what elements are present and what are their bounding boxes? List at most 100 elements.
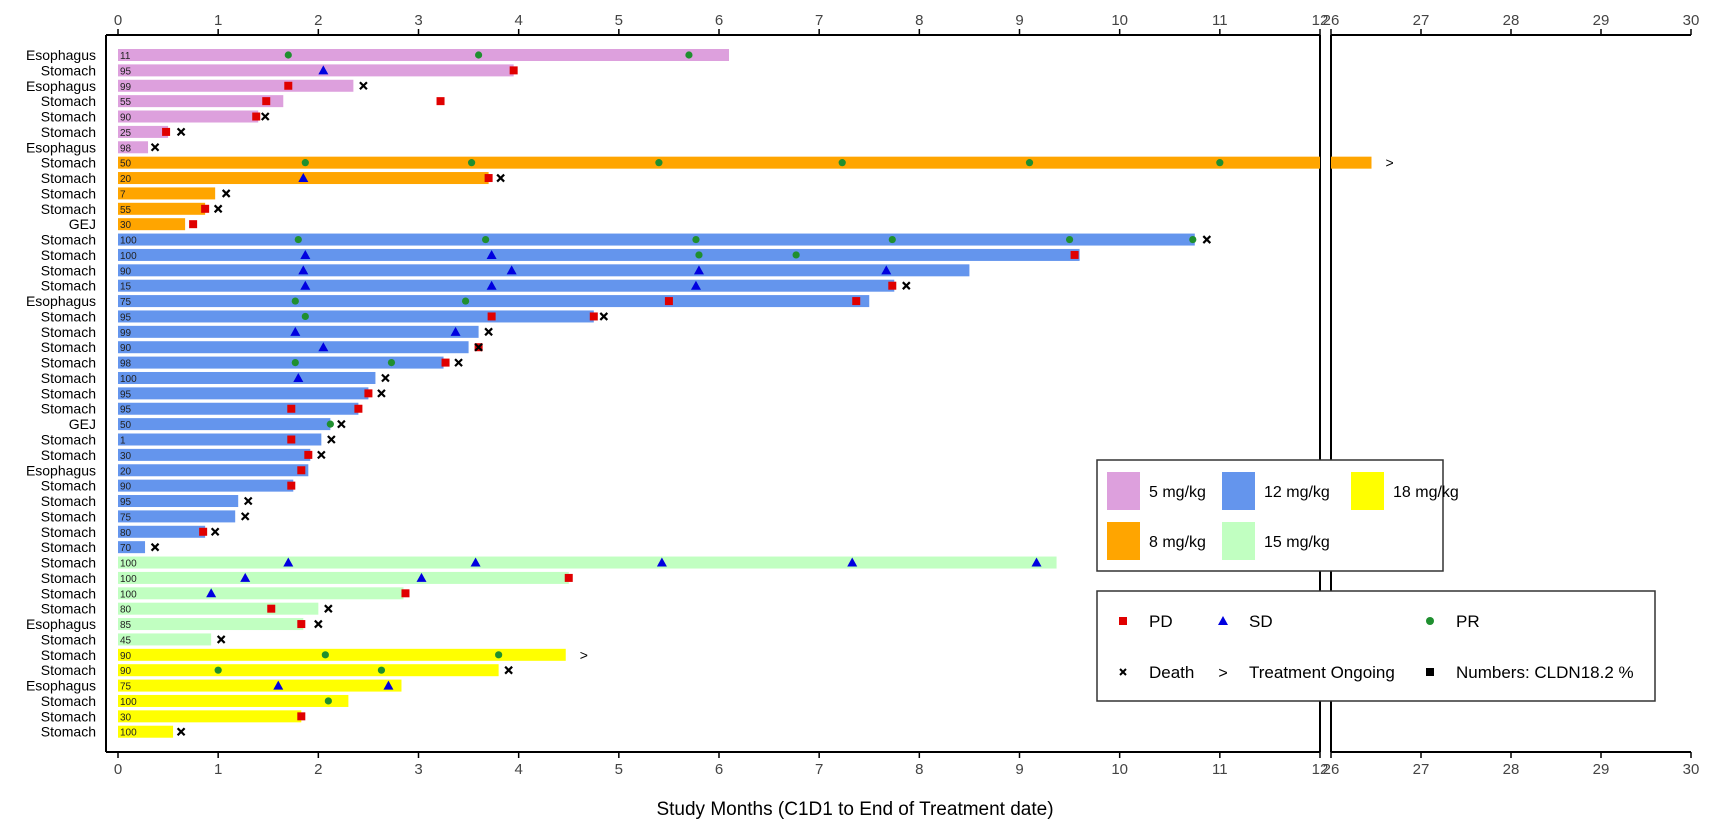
sd-marker [290, 326, 301, 336]
death-marker [454, 358, 463, 367]
patient-site-label: Stomach [41, 570, 96, 586]
x-tick-label: 0 [114, 12, 122, 29]
pr-marker [495, 651, 503, 659]
patient-site-label: Stomach [41, 232, 96, 248]
patient-bar [118, 279, 895, 292]
pr-marker [301, 312, 309, 321]
dose-swatch [1107, 472, 1140, 510]
death-marker [381, 373, 390, 383]
pd-marker [436, 97, 445, 106]
dose-legend-label: 8 mg/kg [1149, 534, 1206, 551]
death-marker [150, 542, 160, 552]
x-tick-label: 29 [1593, 761, 1610, 778]
patient-site-label: Stomach [41, 247, 96, 263]
patient-bar [118, 664, 499, 677]
marker-legend-label: Death [1149, 663, 1194, 682]
death-marker [176, 127, 186, 137]
sd-marker [206, 588, 217, 598]
patient-site-label: Stomach [41, 724, 96, 740]
cldn-value: 55 [120, 97, 132, 108]
patient-bar [118, 187, 216, 200]
patient-site-label: Stomach [41, 432, 96, 448]
sd-marker [847, 557, 858, 567]
cldn-value: 11 [120, 51, 131, 62]
pr-marker [326, 420, 334, 428]
pr-marker [284, 51, 292, 59]
cldn-value: 100 [120, 697, 137, 708]
cldn-value: 100 [120, 574, 137, 585]
patient-site-label: Stomach [41, 278, 96, 294]
patient-site-label: Esophagus [26, 78, 96, 94]
patient-bar [118, 418, 331, 431]
death-marker [324, 604, 333, 613]
patient-site-label: Stomach [41, 447, 96, 463]
patient-site-label: Stomach [41, 524, 96, 540]
x-tick-label: 8 [915, 12, 923, 29]
pr-marker [482, 235, 490, 244]
sd-marker [690, 280, 701, 290]
sd-marker [506, 265, 517, 275]
patient-site-label: Stomach [41, 370, 96, 386]
pr-marker [838, 159, 846, 167]
patient-bar [118, 387, 369, 400]
patient-bar [118, 479, 294, 492]
cldn-value: 75 [120, 297, 132, 308]
patient-bar [118, 633, 212, 646]
patient-bar [118, 448, 311, 461]
patient-site-label: Stomach [41, 308, 96, 324]
pd-marker [364, 389, 373, 398]
cldn-value: 80 [120, 528, 132, 539]
legend-pd-marker [1119, 617, 1127, 625]
patient-site-label: Stomach [41, 631, 96, 647]
pd-marker [162, 127, 171, 136]
pd-marker [487, 312, 496, 321]
pd-marker [401, 589, 410, 598]
pr-marker [324, 697, 332, 705]
patient-site-label: Stomach [41, 693, 96, 709]
cldn-value: 100 [120, 728, 137, 739]
cldn-value: 20 [120, 174, 132, 185]
cldn-value: 90 [120, 651, 132, 662]
sd-marker [881, 265, 892, 275]
x-tick-label: 11 [1212, 12, 1228, 29]
cldn-value: 75 [120, 682, 132, 693]
patient-site-label: Stomach [41, 324, 96, 340]
sd-marker [318, 65, 329, 75]
patient-bar [118, 371, 376, 384]
pr-marker [461, 297, 470, 305]
patient-site-label: Stomach [41, 355, 96, 371]
patient-bar [118, 64, 514, 77]
x-tick-label: 30 [1683, 761, 1700, 778]
death-marker [216, 635, 226, 644]
pd-marker [287, 404, 296, 413]
x-tick-label: 8 [915, 761, 923, 778]
patient-bar [118, 710, 302, 723]
dose-swatch [1222, 472, 1255, 510]
patient-bar [118, 541, 146, 554]
patient-site-label: Esophagus [26, 678, 96, 694]
cldn-value: 7 [120, 189, 126, 200]
patient-bar [118, 233, 1195, 246]
patient-site-label: Esophagus [26, 462, 96, 478]
cldn-value: 90 [120, 343, 132, 354]
patient-bar-continued [1331, 156, 1372, 169]
sd-marker [300, 280, 311, 290]
x-tick-label: 30 [1683, 12, 1700, 29]
death-marker [902, 281, 911, 290]
death-marker [1202, 235, 1212, 244]
x-tick-label: 3 [414, 761, 422, 778]
cldn-value: 70 [120, 543, 132, 554]
patient-site-label: Stomach [41, 109, 96, 125]
pd-marker [589, 312, 598, 321]
patient-bar [118, 571, 569, 584]
pr-marker [291, 297, 299, 305]
x-tick-label: 9 [1015, 12, 1023, 29]
patient-site-label: Stomach [41, 124, 96, 140]
patient-site-label: Stomach [41, 201, 96, 217]
cldn-value: 98 [120, 359, 132, 370]
cldn-value: 98 [120, 143, 132, 154]
cldn-value: 15 [120, 282, 132, 293]
sd-marker [693, 265, 704, 275]
pd-marker [1070, 250, 1079, 259]
